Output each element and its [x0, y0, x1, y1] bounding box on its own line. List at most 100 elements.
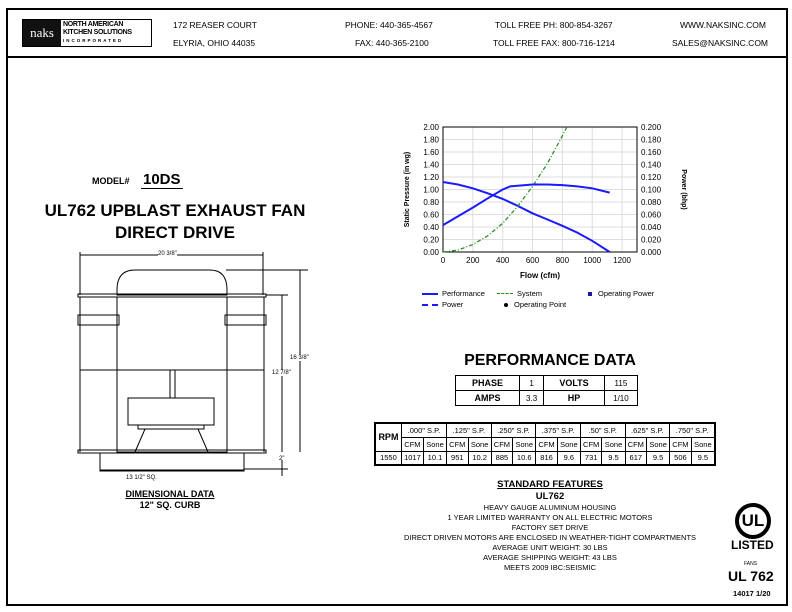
website-link[interactable]: WWW.NAKSINC.COM [680, 20, 766, 30]
rpm-header: RPM [374, 422, 402, 452]
phase-label: PHASE [455, 375, 520, 391]
performance-legend-swatch [422, 292, 438, 295]
sp-header: .000" S.P. [400, 422, 448, 438]
system-legend-swatch [497, 293, 513, 294]
sp-header: .250" S.P. [490, 422, 537, 438]
sp-header: .375" S.P. [535, 422, 581, 438]
fax: FAX: 440-365-2100 [355, 38, 429, 48]
sone-value: 9.5 [690, 450, 716, 466]
cfm-header: CFM [624, 436, 648, 452]
cfm-header: CFM [446, 436, 469, 452]
email-link[interactable]: SALES@NAKSINC.COM [672, 38, 769, 48]
cfm-header: CFM [490, 436, 514, 452]
y-tick-label: 0.20 [423, 236, 439, 245]
sone-value: 10.1 [422, 450, 448, 466]
cfm-value: 506 [669, 450, 692, 466]
sone-value: 10.2 [467, 450, 492, 466]
curb-caption: 12" SQ. CURB [139, 500, 201, 510]
cfm-header: CFM [535, 436, 558, 452]
y2-tick-label: 0.140 [641, 161, 662, 170]
sone-value: 9.5 [601, 450, 626, 466]
y2-tick-label: 0.200 [641, 123, 662, 132]
features-title: STANDARD FEATURES [497, 479, 603, 490]
performance-chart: 0.00 0.000 0.20 0.020 0.40 0.040 0.60 0.060 0.80… [404, 123, 687, 280]
features-subtitle: UL762 [535, 491, 565, 502]
y2-tick-label: 0.020 [641, 236, 662, 245]
cfm-header: CFM [579, 436, 603, 452]
cfm-value: 1017 [400, 450, 424, 466]
sone-header: Sone [467, 436, 492, 452]
company-logo: naks NORTH AMERICAN KITCHEN SOLUTIONS INCO… [22, 19, 152, 47]
legend-operating-point: Operating Point [514, 300, 567, 309]
sone-header: Sone [512, 436, 537, 452]
ul-standard: UL 762 [728, 568, 774, 584]
logo-line1: NORTH AMERICAN [63, 21, 124, 28]
hp-value: 1/10 [603, 390, 639, 406]
x-tick-label: 800 [556, 256, 570, 265]
rpm-table: RPM .000" S.P. .125" S.P. .250" S.P. .375" S… [374, 422, 716, 466]
y2-tick-label: 0.040 [641, 223, 662, 232]
electrical-table: PHASE 1 VOLTS 115 AMPS 3.3 HP 1/10 [455, 375, 639, 406]
plot-area [442, 126, 638, 253]
sone-header: Sone [690, 436, 716, 452]
feature-item: AVERAGE UNIT WEIGHT: 30 LBS [492, 543, 608, 552]
legend-performance: Performance [442, 289, 485, 298]
performance-title: PERFORMANCE DATA [464, 352, 636, 369]
sone-value: 10.6 [512, 450, 537, 466]
ul-logo: UL [735, 503, 771, 539]
y2-tick-label: 0.120 [641, 173, 662, 182]
y-tick-label: 1.80 [423, 136, 439, 145]
sp-header: .750" S.P. [669, 422, 716, 438]
sone-header: Sone [422, 436, 448, 452]
listed-label: LISTED [731, 538, 774, 552]
legend-system: System [517, 289, 543, 298]
sone-value: 9.5 [646, 450, 671, 466]
dimensional-drawing [77, 252, 308, 476]
feature-item: MEETS 2009 IBC:SEISMIC [503, 563, 597, 572]
phase-value: 1 [518, 375, 545, 391]
rpm-value: 1550 [374, 450, 402, 466]
feature-item: DIRECT DRIVEN MOTORS ARE ENCLOSED IN WEA… [403, 533, 697, 542]
cfm-value: 816 [535, 450, 558, 466]
y-axis-label: Static Pressure (in wg) [404, 152, 411, 227]
sone-value: 9.6 [556, 450, 581, 466]
cfm-header: CFM [400, 436, 424, 452]
total-height-dimension: 16 3/8" [290, 355, 309, 361]
series-system-line [442, 126, 568, 253]
x-tick-label: 600 [526, 256, 540, 265]
document-code: 14017 1/20 [733, 589, 771, 598]
feature-item: FACTORY SET DRIVE [511, 523, 589, 532]
cfm-value: 617 [624, 450, 648, 466]
logo-line2: KITCHEN SOLUTIONS [63, 29, 132, 36]
tollfree-fax: TOLL FREE FAX: 800-716-1214 [493, 38, 615, 48]
y2-axis-label: Power (bhp) [680, 169, 687, 209]
y-tick-label: 1.20 [423, 173, 439, 182]
x-tick-label: 1000 [583, 256, 601, 265]
curb-height-dimension: 2" [279, 456, 285, 462]
legend-power: Power [442, 300, 464, 309]
header-divider [6, 56, 788, 58]
series-performance-line [442, 181, 611, 253]
cfm-header: CFM [669, 436, 692, 452]
sp-header: .125" S.P. [446, 422, 492, 438]
ul-mark: UL [741, 511, 765, 530]
address-line2: ELYRIA, OHIO 44035 [173, 38, 256, 48]
phone: PHONE: 440-365-4567 [345, 20, 433, 30]
model-number: 10DS [141, 171, 183, 189]
y2-tick-label: 0.160 [641, 148, 662, 157]
cfm-value: 885 [490, 450, 514, 466]
y2-tick-label: 0.100 [641, 186, 662, 195]
feature-item: AVERAGE SHIPPING WEIGHT: 43 LBS [483, 553, 617, 562]
hp-label: HP [543, 390, 605, 406]
power-legend-swatch [422, 303, 438, 306]
sone-header: Sone [556, 436, 581, 452]
y-tick-label: 2.00 [423, 123, 439, 132]
address-line1: 172 REASER COURT [173, 20, 257, 30]
x-tick-label: 0 [441, 256, 446, 265]
feature-item: HEAVY GAUGE ALUMINUM HOUSING [483, 503, 617, 512]
sp-header: .625" S.P. [624, 422, 671, 438]
logo-mark: naks [23, 20, 61, 46]
y2-tick-label: 0.080 [641, 198, 662, 207]
feature-item: 1 YEAR LIMITED WARRANTY ON ALL ELECTRIC … [447, 513, 653, 522]
logo-line3: INCORPORATED [63, 38, 124, 43]
